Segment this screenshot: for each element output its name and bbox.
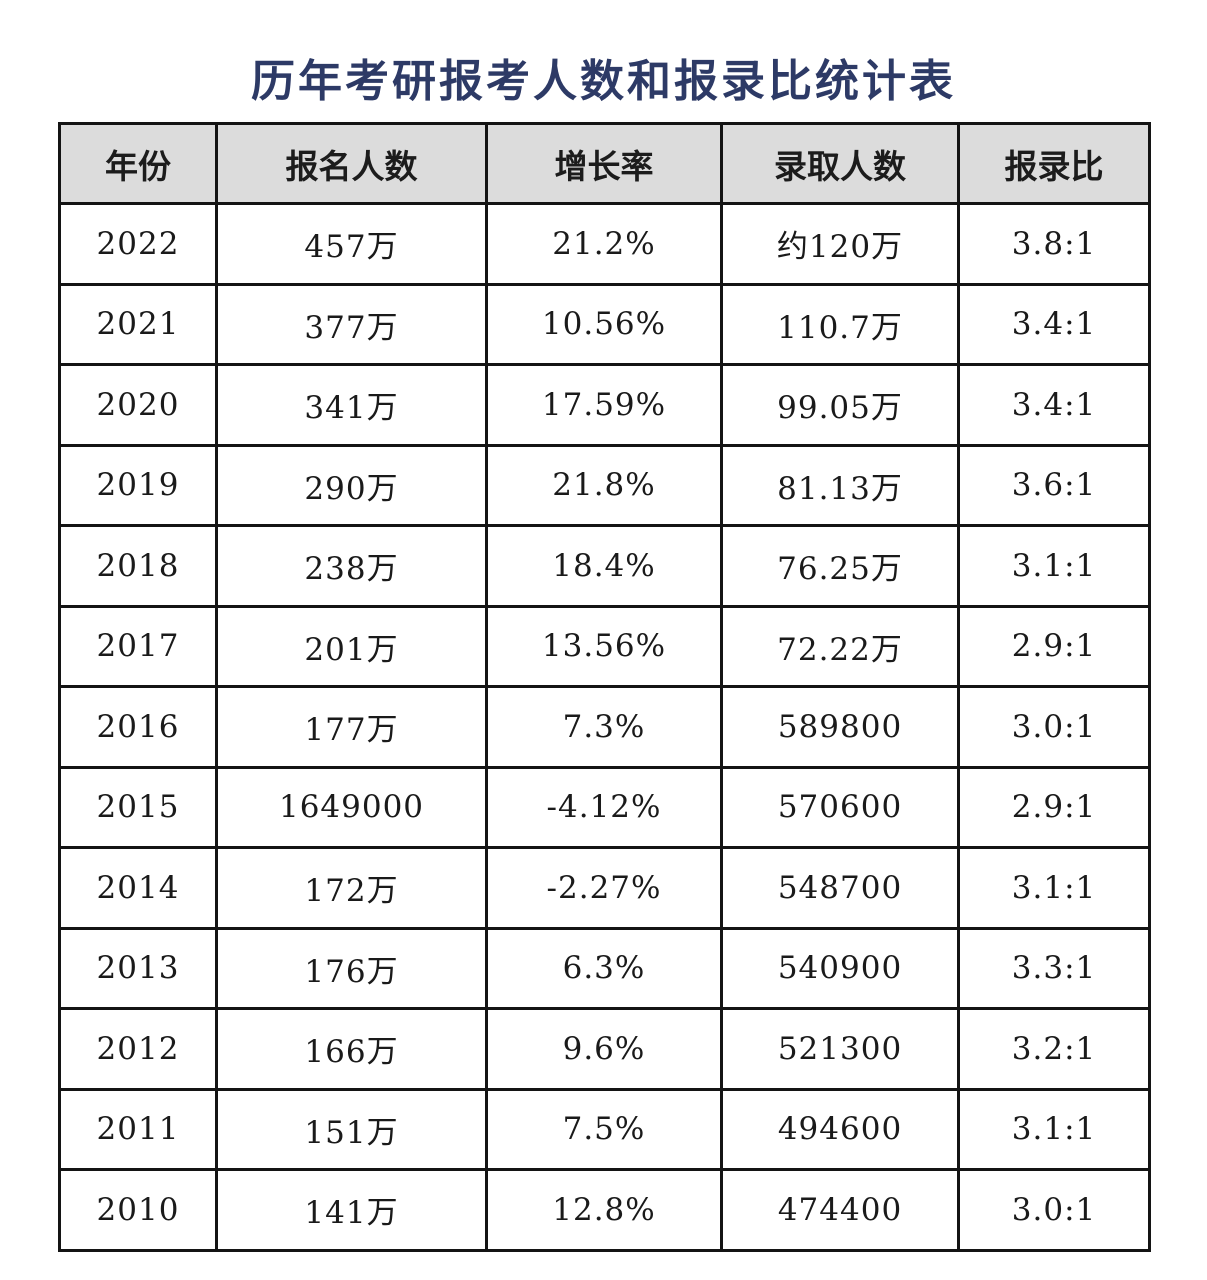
cell-ratio: 3.1:1 bbox=[957, 846, 1151, 930]
table-row: 2015 1649000 -4.12% 570600 2.9:1 bbox=[58, 765, 1151, 849]
cell-applicants: 341万 bbox=[215, 363, 488, 447]
cell-year: 2020 bbox=[58, 363, 218, 447]
cell-year: 2018 bbox=[58, 524, 218, 608]
table-row: 2010 141万 12.8% 474400 3.0:1 bbox=[58, 1168, 1151, 1252]
cell-applicants: 177万 bbox=[215, 685, 488, 769]
table-row: 2013 176万 6.3% 540900 3.3:1 bbox=[58, 926, 1151, 1010]
cell-year: 2017 bbox=[58, 604, 218, 688]
cell-ratio: 3.4:1 bbox=[957, 282, 1151, 366]
table-body: 2022 457万 21.2% 约120万 3.8:1 2021 377万 10.56% 110… bbox=[58, 202, 1151, 1252]
table-row: 2014 172万 -2.27% 548700 3.1:1 bbox=[58, 846, 1151, 930]
cell-admitted: 540900 bbox=[720, 926, 960, 1010]
cell-applicants: 201万 bbox=[215, 604, 488, 688]
cell-year: 2012 bbox=[58, 1007, 218, 1091]
cell-applicants: 457万 bbox=[215, 202, 488, 286]
cell-year: 2021 bbox=[58, 282, 218, 366]
cell-ratio: 3.3:1 bbox=[957, 926, 1151, 1010]
cell-year: 2013 bbox=[58, 926, 218, 1010]
cell-admitted: 72.22万 bbox=[720, 604, 960, 688]
cell-applicants: 290万 bbox=[215, 443, 488, 527]
cell-ratio: 3.0:1 bbox=[957, 1168, 1151, 1252]
cell-ratio: 3.4:1 bbox=[957, 363, 1151, 447]
cell-admitted: 110.7万 bbox=[720, 282, 960, 366]
cell-growth-rate: -4.12% bbox=[485, 765, 723, 849]
cell-admitted: 约120万 bbox=[720, 202, 960, 286]
cell-ratio: 3.1:1 bbox=[957, 524, 1151, 608]
cell-growth-rate: 6.3% bbox=[485, 926, 723, 1010]
table-row: 2011 151万 7.5% 494600 3.1:1 bbox=[58, 1087, 1151, 1171]
cell-ratio: 3.2:1 bbox=[957, 1007, 1151, 1091]
table-row: 2016 177万 7.3% 589800 3.0:1 bbox=[58, 685, 1151, 769]
cell-applicants: 238万 bbox=[215, 524, 488, 608]
cell-growth-rate: 9.6% bbox=[485, 1007, 723, 1091]
cell-year: 2019 bbox=[58, 443, 218, 527]
page-title: 历年考研报考人数和报录比统计表 bbox=[251, 56, 956, 107]
cell-ratio: 3.8:1 bbox=[957, 202, 1151, 286]
cell-growth-rate: 17.59% bbox=[485, 363, 723, 447]
cell-applicants: 166万 bbox=[215, 1007, 488, 1091]
cell-ratio: 3.0:1 bbox=[957, 685, 1151, 769]
cell-year: 2011 bbox=[58, 1087, 218, 1171]
cell-applicants: 141万 bbox=[215, 1168, 488, 1252]
cell-admitted: 81.13万 bbox=[720, 443, 960, 527]
cell-ratio: 3.1:1 bbox=[957, 1087, 1151, 1171]
statistics-table: 年份 报名人数 增长率 录取人数 报录比 2022 457万 21.2% 约120万 3… bbox=[58, 122, 1151, 1252]
table-row: 2017 201万 13.56% 72.22万 2.9:1 bbox=[58, 604, 1151, 688]
table-header-row: 年份 报名人数 增长率 录取人数 报录比 bbox=[58, 122, 1151, 205]
header-year: 年份 bbox=[58, 122, 218, 205]
table-row: 2021 377万 10.56% 110.7万 3.4:1 bbox=[58, 282, 1151, 366]
header-growth-rate: 增长率 bbox=[485, 122, 723, 205]
cell-admitted: 474400 bbox=[720, 1168, 960, 1252]
cell-admitted: 76.25万 bbox=[720, 524, 960, 608]
cell-year: 2014 bbox=[58, 846, 218, 930]
cell-ratio: 2.9:1 bbox=[957, 765, 1151, 849]
cell-admitted: 570600 bbox=[720, 765, 960, 849]
table-row: 2020 341万 17.59% 99.05万 3.4:1 bbox=[58, 363, 1151, 447]
table-row: 2022 457万 21.2% 约120万 3.8:1 bbox=[58, 202, 1151, 286]
table-row: 2019 290万 21.8% 81.13万 3.6:1 bbox=[58, 443, 1151, 527]
cell-growth-rate: -2.27% bbox=[485, 846, 723, 930]
cell-applicants: 172万 bbox=[215, 846, 488, 930]
table-row: 2018 238万 18.4% 76.25万 3.1:1 bbox=[58, 524, 1151, 608]
cell-year: 2022 bbox=[58, 202, 218, 286]
cell-growth-rate: 12.8% bbox=[485, 1168, 723, 1252]
cell-admitted: 99.05万 bbox=[720, 363, 960, 447]
cell-applicants: 377万 bbox=[215, 282, 488, 366]
cell-ratio: 3.6:1 bbox=[957, 443, 1151, 527]
header-ratio: 报录比 bbox=[957, 122, 1151, 205]
cell-applicants: 176万 bbox=[215, 926, 488, 1010]
cell-growth-rate: 13.56% bbox=[485, 604, 723, 688]
cell-growth-rate: 18.4% bbox=[485, 524, 723, 608]
cell-admitted: 589800 bbox=[720, 685, 960, 769]
cell-applicants: 151万 bbox=[215, 1087, 488, 1171]
header-admitted: 录取人数 bbox=[720, 122, 960, 205]
cell-ratio: 2.9:1 bbox=[957, 604, 1151, 688]
cell-growth-rate: 7.3% bbox=[485, 685, 723, 769]
cell-admitted: 521300 bbox=[720, 1007, 960, 1091]
cell-year: 2016 bbox=[58, 685, 218, 769]
header-applicants: 报名人数 bbox=[215, 122, 488, 205]
cell-growth-rate: 21.8% bbox=[485, 443, 723, 527]
cell-admitted: 494600 bbox=[720, 1087, 960, 1171]
table-row: 2012 166万 9.6% 521300 3.2:1 bbox=[58, 1007, 1151, 1091]
cell-growth-rate: 7.5% bbox=[485, 1087, 723, 1171]
cell-admitted: 548700 bbox=[720, 846, 960, 930]
cell-growth-rate: 21.2% bbox=[485, 202, 723, 286]
cell-year: 2015 bbox=[58, 765, 218, 849]
cell-year: 2010 bbox=[58, 1168, 218, 1252]
cell-growth-rate: 10.56% bbox=[485, 282, 723, 366]
cell-applicants: 1649000 bbox=[215, 765, 488, 849]
